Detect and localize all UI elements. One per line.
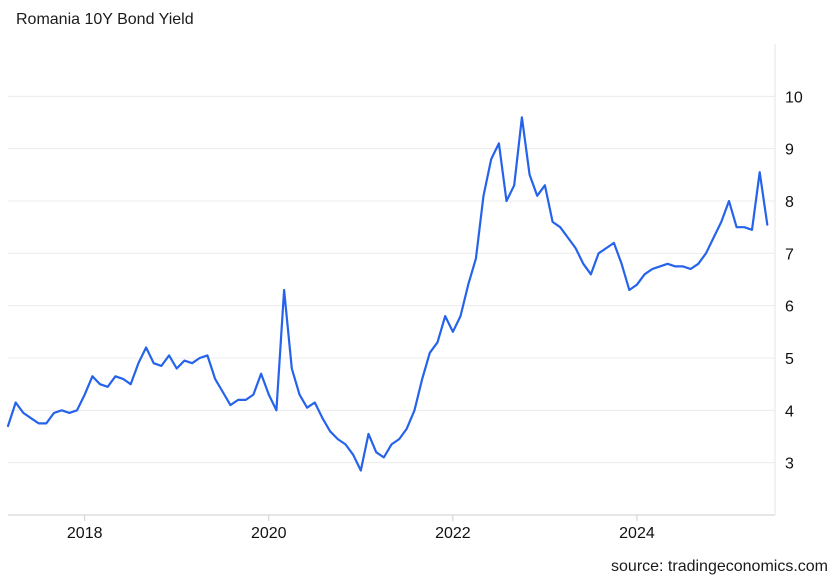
chart-title: Romania 10Y Bond Yield (16, 11, 194, 28)
y-tick-label: 5 (785, 351, 794, 368)
x-tick-label: 2024 (619, 525, 655, 542)
gridlines (8, 95, 775, 464)
x-tick-label: 2022 (435, 525, 471, 542)
source-label: source: tradingeconomics.com (611, 558, 828, 575)
x-tick-label: 2020 (251, 525, 287, 542)
y-tick-label: 6 (785, 299, 794, 316)
series-line (6, 116, 769, 472)
y-tick-label: 7 (785, 246, 794, 263)
y-tick-label: 4 (785, 403, 794, 420)
y-axis-ticks: 3 4 5 6 7 8 9 10 (785, 89, 803, 472)
x-tick-label: 2018 (67, 525, 103, 542)
y-tick-label: 9 (785, 142, 794, 159)
x-axis-ticks: 2018 2020 2022 2024 (67, 515, 655, 542)
y-tick-label: 10 (785, 89, 803, 106)
y-tick-label: 8 (785, 194, 794, 211)
y-tick-label: 3 (785, 456, 794, 473)
